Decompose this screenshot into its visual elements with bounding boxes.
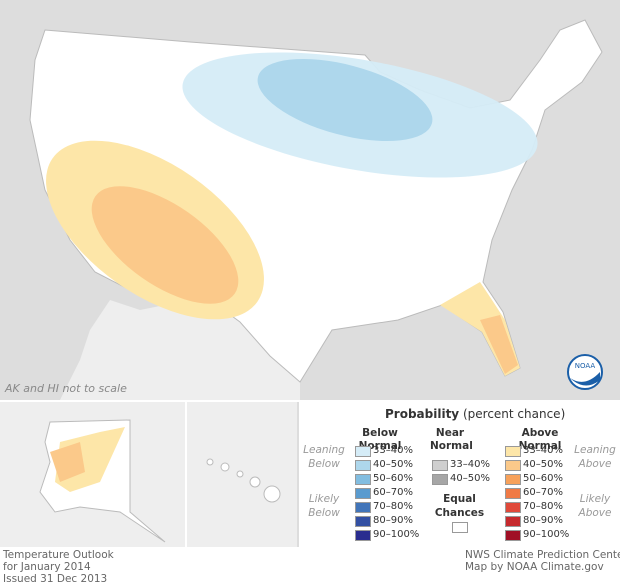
legend-title: Probability (percent chance) bbox=[385, 407, 566, 421]
scale-note: AK and HI not to scale bbox=[4, 382, 127, 395]
insets bbox=[0, 402, 297, 547]
legend-swatch bbox=[355, 502, 371, 513]
legend-label: 70–80% bbox=[373, 501, 413, 512]
likely-below: Likely Below bbox=[308, 493, 340, 519]
footer-left: Temperature Outlook for January 2014 Issue… bbox=[3, 549, 114, 585]
legend-swatch bbox=[505, 488, 521, 499]
legend-label: 50–60% bbox=[373, 473, 413, 484]
legend-swatch bbox=[505, 502, 521, 513]
legend-swatch bbox=[505, 516, 521, 527]
logo-text: NOAA bbox=[575, 362, 596, 370]
column-heading: Above Normal bbox=[518, 427, 562, 452]
legend-label: 40–50% bbox=[523, 459, 563, 470]
leaning-below: Leaning Below bbox=[303, 444, 345, 470]
legend-swatch bbox=[505, 460, 521, 471]
equal-swatch bbox=[452, 522, 468, 533]
legend-label: 33–40% bbox=[450, 459, 490, 470]
below-normal-area bbox=[182, 52, 538, 178]
legend-swatch bbox=[505, 474, 521, 485]
legend-label: 70–80% bbox=[523, 501, 563, 512]
legend-label: 50–60% bbox=[523, 473, 563, 484]
legend-swatch bbox=[355, 516, 371, 527]
legend-swatch bbox=[432, 460, 448, 471]
legend-label: 60–70% bbox=[523, 487, 563, 498]
above-normal-area bbox=[46, 140, 520, 376]
legend-label: 60–70% bbox=[373, 487, 413, 498]
legend-swatch bbox=[355, 460, 371, 471]
noaa-logo: NOAA bbox=[567, 354, 603, 390]
legend-label: 80–90% bbox=[523, 515, 563, 526]
legend-swatch bbox=[355, 488, 371, 499]
legend-label: 90–100% bbox=[373, 529, 420, 540]
legend-label: 40–50% bbox=[450, 473, 490, 484]
legend-swatch bbox=[505, 446, 521, 457]
legend-label: 33–40% bbox=[373, 445, 413, 456]
likely-above: Likely Above bbox=[578, 493, 612, 519]
legend-swatch bbox=[355, 446, 371, 457]
legend-swatch bbox=[505, 530, 521, 541]
leaning-above: Leaning Above bbox=[574, 444, 616, 470]
column-heading: Near Normal bbox=[430, 427, 473, 452]
footer-right: NWS Climate Prediction Center Map by NOAA… bbox=[465, 549, 620, 573]
legend-label: 80–90% bbox=[373, 515, 413, 526]
legend-swatch bbox=[355, 474, 371, 485]
legend-label: 33–40% bbox=[523, 445, 563, 456]
us-map: NOAA AK and HI not to scale bbox=[0, 0, 620, 400]
legend-swatch bbox=[355, 530, 371, 541]
legend-label: 40–50% bbox=[373, 459, 413, 470]
legend-label: 90–100% bbox=[523, 529, 570, 540]
legend-swatch bbox=[432, 474, 448, 485]
equal-chances: Equal Chances bbox=[434, 493, 485, 519]
